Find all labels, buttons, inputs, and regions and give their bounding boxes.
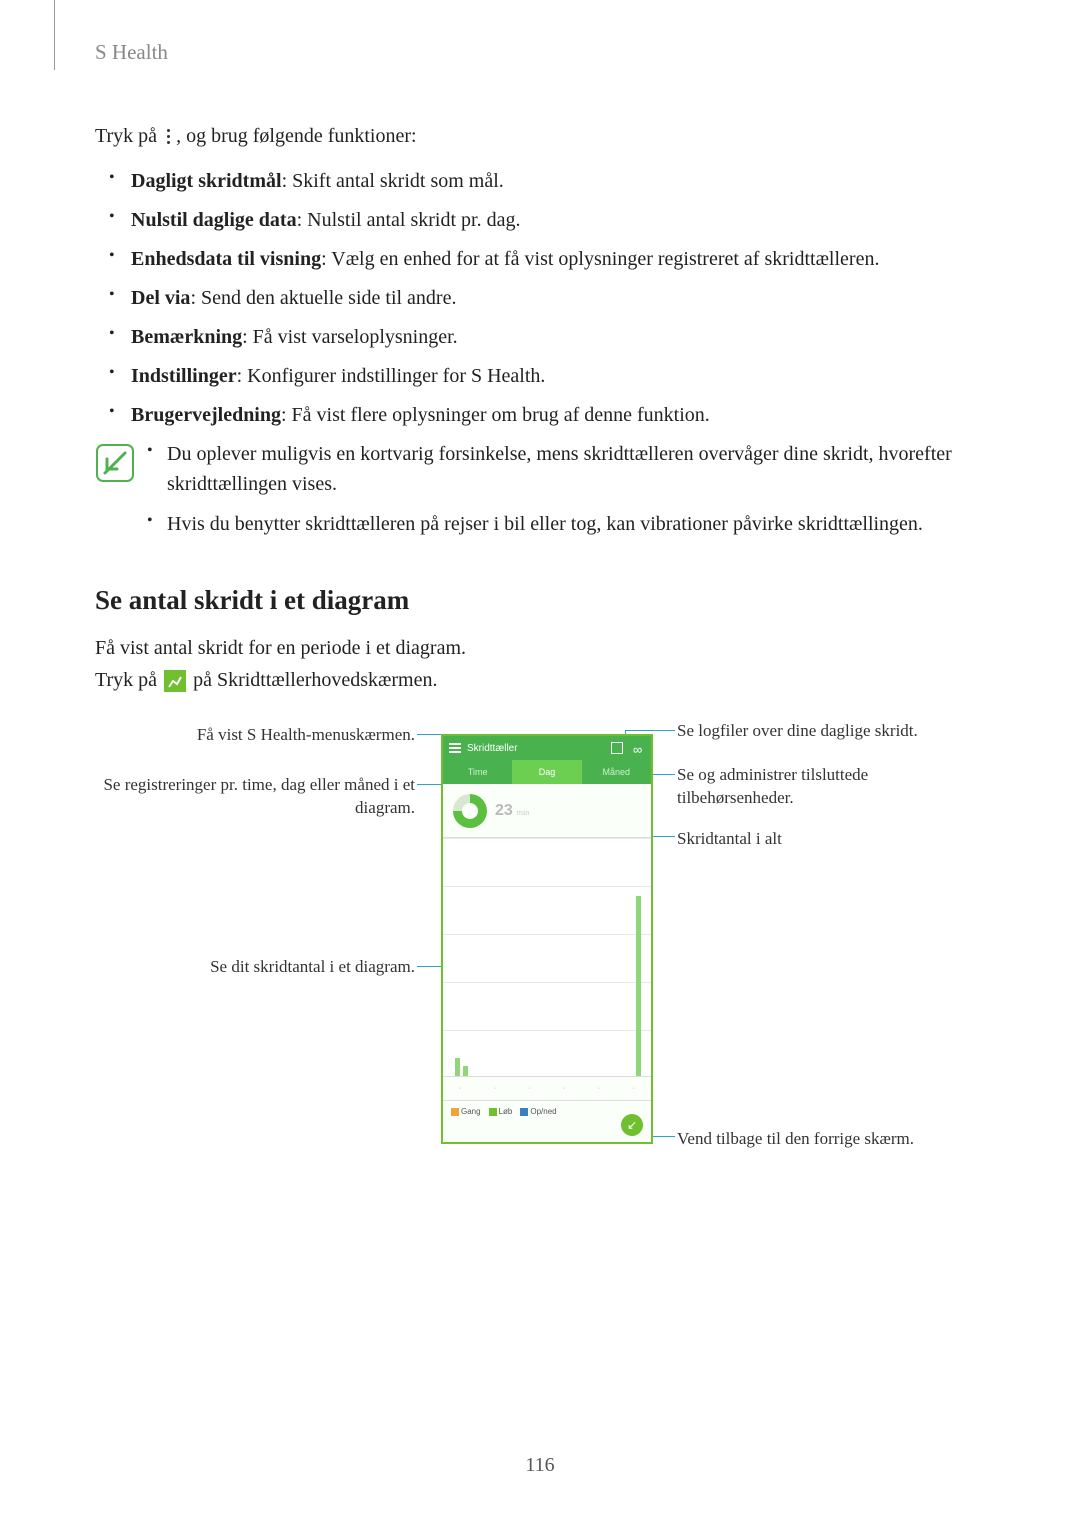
page-number: 116 (0, 1454, 1080, 1477)
desc: : Få vist varseloplysninger. (242, 326, 458, 348)
lead-line (625, 730, 675, 731)
lead-line (651, 1136, 675, 1137)
legend-updown: Op/ned (530, 1107, 556, 1116)
list-item: Brugervejledning: Få vist flere oplysnin… (131, 400, 985, 431)
callout-devices: Se og administrer tilsluttede tilbehørse… (677, 764, 977, 810)
notice-block: Du oplever muligvis en kortvarig forsink… (95, 439, 985, 549)
intro-suffix: , og brug følgende funktioner: (176, 125, 417, 147)
term: Del via (131, 287, 190, 309)
desc: : Vælg en enhed for at få vist oplysning… (321, 248, 879, 270)
chart-icon (164, 670, 186, 692)
margin-rule (54, 0, 55, 70)
tab-day[interactable]: Dag (512, 760, 581, 784)
term: Enhedsdata til visning (131, 248, 321, 270)
summary-row: 23 min (443, 784, 651, 838)
line2-pre: Tryk på (95, 669, 162, 691)
callout-back: Vend tilbage til den forrige skærm. (677, 1128, 997, 1151)
intro-prefix: Tryk på (95, 125, 162, 147)
back-fab[interactable]: ↙ (621, 1114, 643, 1136)
menu-icon[interactable] (449, 743, 461, 753)
log-icon[interactable] (611, 742, 623, 754)
summary-text: 23 min (495, 802, 641, 820)
note-icon (95, 439, 151, 549)
section-heading: Se antal skridt i et diagram (95, 585, 985, 616)
note-item: Hvis du benytter skridttælleren på rejse… (167, 509, 985, 539)
phone-screenshot: Skridttæller ∞ Time Dag Måned 23 min (441, 734, 653, 1144)
note-item: Du oplever muligvis en kortvarig forsink… (167, 439, 985, 499)
term: Indstillinger (131, 365, 237, 387)
tab-time[interactable]: Time (443, 760, 512, 784)
app-title: Skridttæller (467, 743, 518, 754)
chart-axis: ······ (443, 1076, 651, 1100)
list-item: Del via: Send den aktuelle side til andr… (131, 283, 985, 314)
section-line2: Tryk på på Skridttællerhovedskærmen. (95, 664, 985, 696)
list-item: Bemærkning: Få vist varseloplysninger. (131, 322, 985, 353)
progress-donut (453, 794, 487, 828)
term: Bemærkning (131, 326, 242, 348)
term: Dagligt skridtmål (131, 170, 282, 192)
note-list: Du oplever muligvis en kortvarig forsink… (151, 439, 985, 549)
tab-month[interactable]: Måned (582, 760, 651, 784)
section-line1: Få vist antal skridt for en periode i et… (95, 632, 985, 664)
page-header: S Health (95, 40, 985, 65)
list-item: Indstillinger: Konfigurer indstillinger … (131, 361, 985, 392)
term: Brugervejledning (131, 404, 281, 426)
legend-walk: Gang (461, 1107, 481, 1116)
intro-text: Tryk på , og brug følgende funktioner: (95, 125, 985, 148)
chart-bar (455, 1058, 460, 1076)
desc: : Skift antal skridt som mål. (282, 170, 504, 192)
callout-menu: Få vist S Health-menuskærmen. (95, 724, 415, 747)
big-unit: min (517, 808, 529, 817)
callout-tabs: Se registreringer pr. time, dag eller må… (95, 774, 415, 820)
more-options-icon (164, 127, 174, 147)
list-item: Nulstil daglige data: Nulstil antal skri… (131, 205, 985, 236)
chart-bar (636, 896, 641, 1076)
figure-area: Få vist S Health-menuskærmen. Se registr… (95, 724, 985, 1244)
line2-post: på Skridttællerhovedskærmen. (188, 669, 437, 691)
desc: : Send den aktuelle side til andre. (190, 287, 456, 309)
desc: : Konfigurer indstillinger for S Health. (237, 365, 546, 387)
app-topbar: Skridttæller ∞ (443, 736, 651, 760)
desc: : Få vist flere oplysninger om brug af d… (281, 404, 710, 426)
term: Nulstil daglige data (131, 209, 297, 231)
page-content: S Health Tryk på , og brug følgende funk… (0, 0, 1080, 1244)
chart-legend: Gang Løb Op/ned (443, 1100, 651, 1122)
list-item: Dagligt skridtmål: Skift antal skridt so… (131, 166, 985, 197)
function-list: Dagligt skridtmål: Skift antal skridt so… (95, 166, 985, 431)
callout-chart: Se dit skridtantal i et diagram. (95, 956, 415, 979)
callout-logs: Se logfiler over dine daglige skridt. (677, 720, 977, 743)
callout-total: Skridtantal i alt (677, 828, 977, 851)
chart-bar (463, 1066, 468, 1076)
chart-body (443, 838, 651, 1076)
desc: : Nulstil antal skridt pr. dag. (297, 209, 521, 231)
tabs-row: Time Dag Måned (443, 760, 651, 784)
big-number: 23 (495, 802, 513, 819)
devices-icon[interactable]: ∞ (633, 742, 645, 754)
list-item: Enhedsdata til visning: Vælg en enhed fo… (131, 244, 985, 275)
legend-run: Løb (499, 1107, 513, 1116)
